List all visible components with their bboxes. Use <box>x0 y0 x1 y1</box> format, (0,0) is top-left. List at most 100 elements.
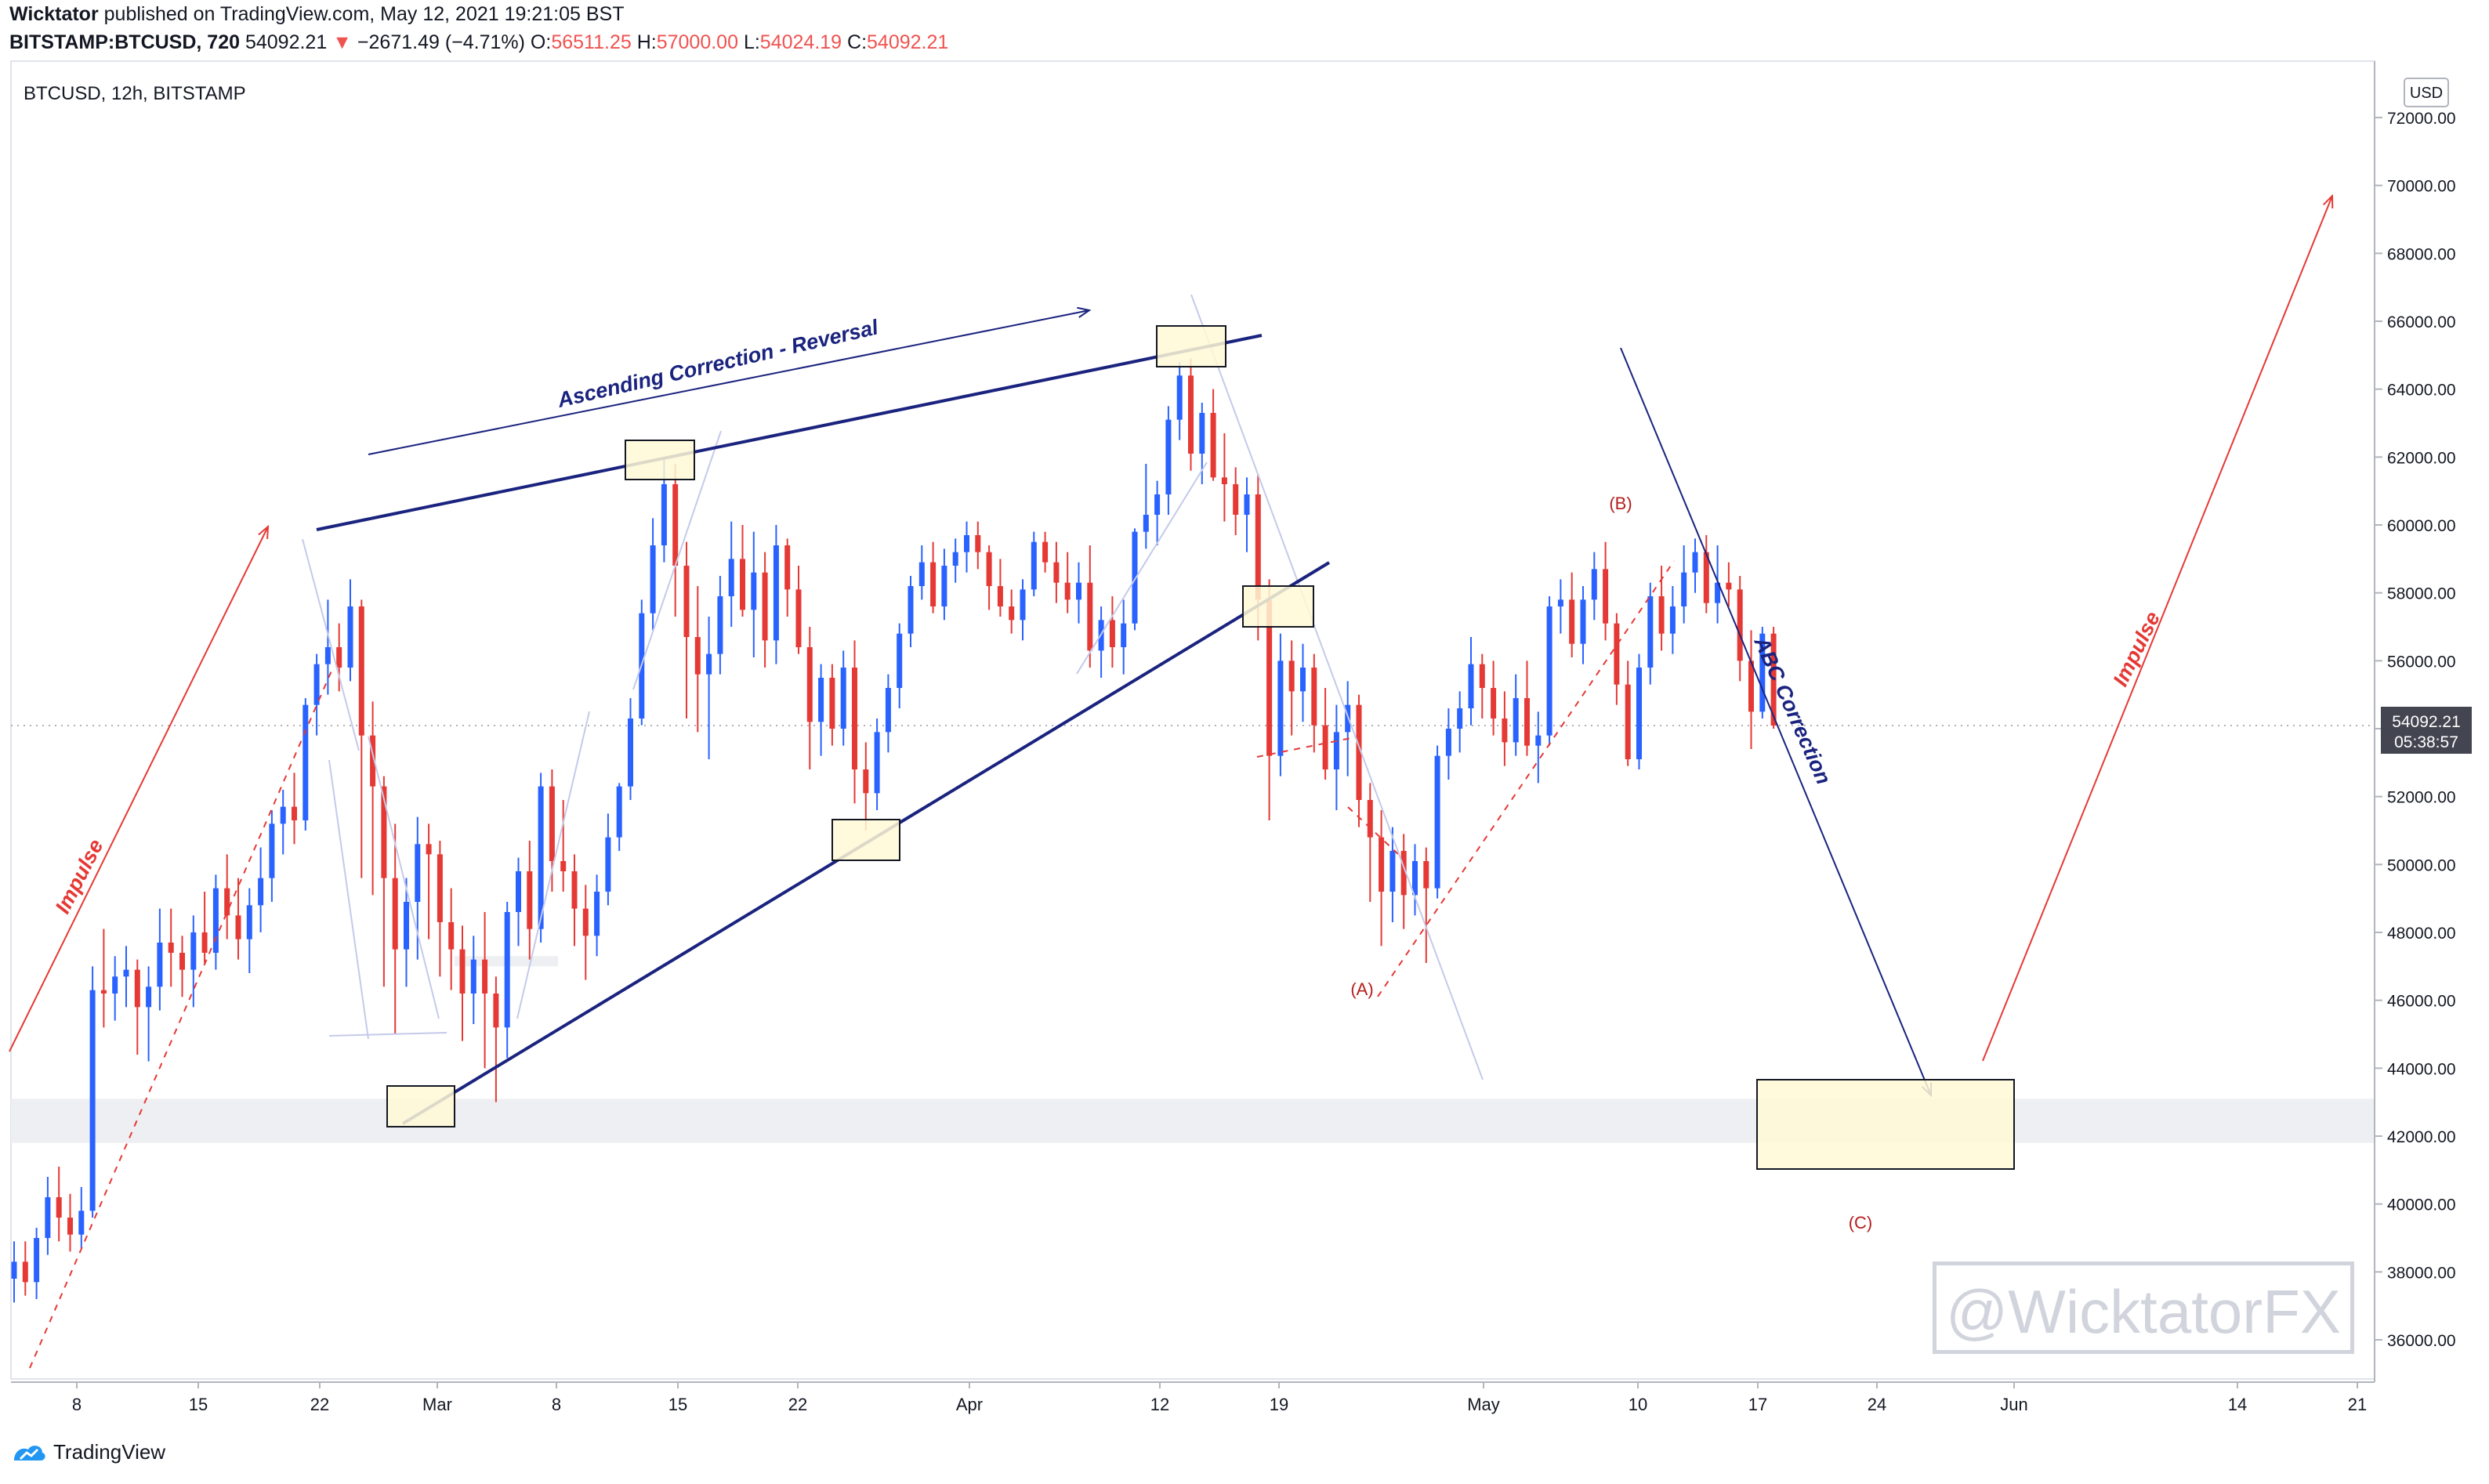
last-price: 54092.21 <box>245 31 328 53</box>
channel-line-3 <box>328 1032 447 1037</box>
y-tick-label: 70000.00 <box>2387 178 2456 196</box>
tradingview-logo-icon <box>14 1445 45 1460</box>
candle-body <box>661 484 667 545</box>
candle-body <box>448 922 455 950</box>
candle-body <box>975 535 981 552</box>
ascending-arrowhead <box>1077 306 1092 318</box>
candle-body <box>706 653 712 675</box>
candle-body <box>1132 531 1138 624</box>
candle-body <box>1233 484 1239 515</box>
candle-body <box>885 688 891 733</box>
candle-body <box>818 678 824 722</box>
author-name[interactable]: Wicktator <box>9 3 99 25</box>
x-tick-label: 15 <box>668 1395 687 1414</box>
wave-dashed-mid <box>1256 737 1352 758</box>
wave-b-label: (B) <box>1609 494 1632 513</box>
candle-body <box>795 589 802 647</box>
candle-body <box>313 664 320 705</box>
candle-body <box>840 668 846 729</box>
candle-body <box>22 1261 28 1283</box>
y-tick-label: 72000.00 <box>2387 110 2456 128</box>
candle-body <box>280 806 286 824</box>
candle-body <box>1199 413 1205 454</box>
candle-body <box>1210 413 1216 478</box>
channel-line-5 <box>516 711 590 1019</box>
channel-line-8 <box>1076 461 1208 675</box>
candle-body <box>1311 668 1317 726</box>
wave-dashed-right <box>1377 560 1675 997</box>
candle-body <box>404 902 409 950</box>
candle-body <box>1658 596 1665 634</box>
wave-dashed-left <box>29 668 333 1369</box>
x-tick-label: 15 <box>189 1395 208 1414</box>
candle-body <box>67 1218 73 1235</box>
candle-body <box>459 949 466 994</box>
y-tick-label: 60000.00 <box>2387 517 2456 535</box>
tradingview-brand[interactable]: TradingView <box>11 1440 165 1464</box>
close-label: C: <box>847 31 868 53</box>
published-text: published on TradingView.com, May 12, 20… <box>103 3 625 25</box>
candle-body <box>1143 515 1149 532</box>
candle-body <box>1379 837 1385 892</box>
candle-body <box>1647 596 1654 668</box>
candle-body <box>1031 541 1037 590</box>
candle-body <box>1266 599 1273 756</box>
candle-body <box>1737 589 1743 661</box>
candle-body <box>56 1197 62 1218</box>
candle-body <box>1333 732 1339 769</box>
candle-body <box>493 994 499 1028</box>
top-box-2 <box>1156 325 1226 367</box>
candle-body <box>1176 375 1183 420</box>
candle-body <box>437 854 443 922</box>
symbol-label: BITSTAMP:BTCUSD, 720 <box>9 31 241 53</box>
candle-body <box>269 823 275 878</box>
price-change: −2671.49 (−4.71%) <box>357 31 525 53</box>
ohlc-line: BITSTAMP:BTCUSD, 720 54092.21 ▼ −2671.49… <box>9 31 948 54</box>
candle-body <box>470 959 476 994</box>
candle-body <box>381 786 387 878</box>
candle-body <box>1087 582 1093 651</box>
candle-body <box>863 769 869 794</box>
y-tick-label: 50000.00 <box>2387 856 2456 874</box>
candle-body <box>997 586 1003 606</box>
x-tick-label: 8 <box>552 1395 561 1414</box>
y-tick-label: 42000.00 <box>2387 1128 2456 1146</box>
candle-body <box>1681 572 1687 606</box>
candle-body <box>1770 633 1777 726</box>
candle-body <box>1009 606 1015 621</box>
y-tick-label: 58000.00 <box>2387 585 2456 603</box>
candle-body <box>1221 477 1227 484</box>
impulse-left-arrowhead <box>258 524 270 540</box>
candle-body <box>134 969 140 1008</box>
candle-body <box>806 647 813 722</box>
impulse-right-arrowhead <box>2322 194 2334 209</box>
candle-body <box>986 552 992 586</box>
x-tick-label: May <box>1467 1395 1500 1414</box>
currency-button[interactable] <box>2404 78 2449 107</box>
candle-body <box>751 572 757 610</box>
top-box-1 <box>625 440 695 480</box>
candle-body <box>628 718 633 787</box>
candle-body <box>1625 684 1631 759</box>
candle-body <box>258 878 264 906</box>
close-value: 54092.21 <box>867 31 949 53</box>
candle-body <box>1434 755 1440 889</box>
x-tick-label: 21 <box>2348 1395 2367 1414</box>
candle-body <box>212 888 219 953</box>
high-label: H: <box>636 31 657 53</box>
candle-body <box>1367 800 1373 838</box>
candle-body <box>235 915 241 939</box>
time-axis[interactable]: 8 15 22 Mar 8 15 22 Apr 12 19 May 10 17 24 Jun 14 21 <box>72 1382 2367 1414</box>
candle-body <box>1591 569 1597 600</box>
impulse-left-arrow <box>9 526 269 1052</box>
candle-body <box>1580 599 1586 644</box>
candle-body <box>1064 582 1071 600</box>
candle-body <box>168 943 174 953</box>
channel-line-7 <box>1190 294 1484 1080</box>
candle-body <box>650 545 656 614</box>
candle-body <box>100 990 107 994</box>
y-tick-label: 46000.00 <box>2387 993 2456 1011</box>
candle-body <box>672 484 679 566</box>
low-label: L: <box>743 31 760 53</box>
